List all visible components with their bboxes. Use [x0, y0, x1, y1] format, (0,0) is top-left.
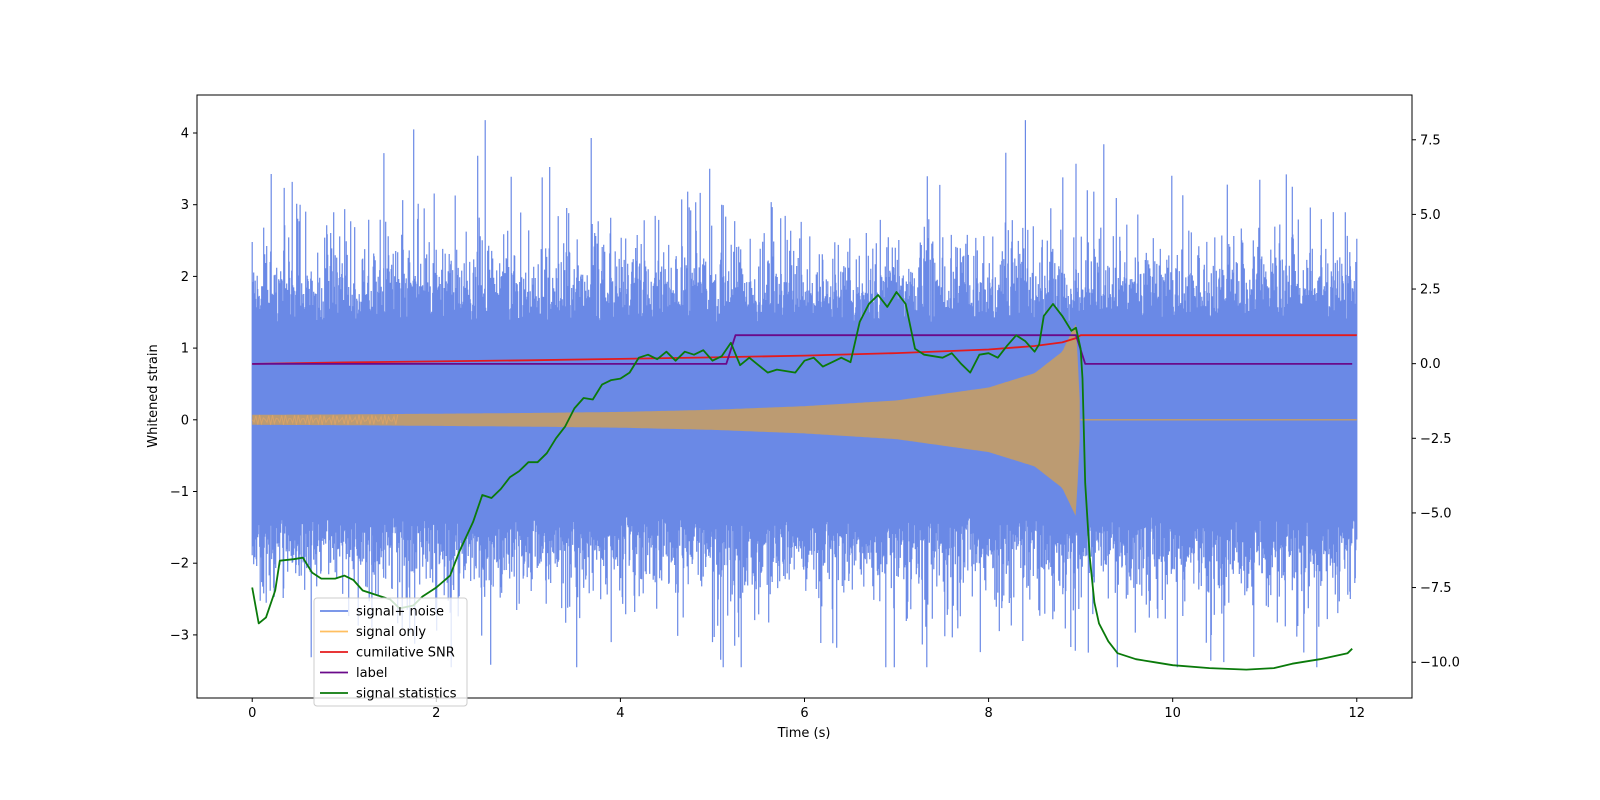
y2-tick-label: 5.0 [1420, 208, 1441, 223]
series-label [252, 334, 1353, 365]
y2-tick-label: 0.0 [1420, 357, 1441, 372]
x-tick-label: 2 [432, 706, 440, 721]
legend-entry-label: cumilative SNR [356, 646, 455, 661]
series-cumulative-snr [252, 334, 1357, 365]
y-axis-right: −10.0 −7.5 −5.0 −2.5 0.0 2.5 5.0 7.5 [1412, 133, 1460, 671]
y-tick-label: −2 [170, 557, 189, 572]
y-tick-label: 3 [181, 198, 189, 213]
x-tick-label: 0 [248, 706, 256, 721]
x-axis-label: Time (s) [777, 726, 831, 741]
series-signal-only [251, 324, 1357, 516]
signal-only-envelope [252, 324, 1080, 516]
legend: signal+ noise signal only cumilative SNR la… [313, 597, 468, 707]
y2-tick-label: −2.5 [1420, 432, 1452, 447]
legend-box [313, 597, 468, 707]
signal-only-oscillation [251, 414, 399, 426]
y-axis-label: Whitened strain [146, 344, 161, 447]
x-tick-label: 10 [1164, 706, 1181, 721]
y-tick-label: −1 [170, 485, 189, 500]
y-tick-label: 4 [181, 127, 189, 142]
x-tick-label: 4 [616, 706, 624, 721]
y-tick-label: −3 [170, 628, 189, 643]
y-tick-label: 2 [181, 270, 189, 285]
y2-tick-label: −7.5 [1420, 581, 1452, 596]
series-signal-statistics [251, 291, 1353, 671]
y2-tick-label: −10.0 [1420, 656, 1460, 671]
x-tick-label: 8 [984, 706, 992, 721]
x-tick-label: 12 [1348, 706, 1365, 721]
plot-area [251, 120, 1358, 671]
x-axis: 0 2 4 6 8 10 12 [248, 698, 1365, 721]
legend-entry-label: label [356, 666, 387, 681]
y-tick-label: 0 [181, 413, 189, 428]
y-axis-left: −3 −2 −1 0 1 2 3 4 [170, 127, 197, 643]
y2-tick-label: 7.5 [1420, 133, 1441, 148]
y-tick-label: 1 [181, 342, 189, 357]
legend-entry-label: signal statistics [356, 687, 457, 702]
x-tick-label: 6 [800, 706, 808, 721]
legend-entry-label: signal only [356, 625, 426, 640]
y2-tick-label: 2.5 [1420, 283, 1441, 298]
y2-tick-label: −5.0 [1420, 506, 1452, 521]
legend-entry-label: signal+ noise [356, 605, 444, 620]
